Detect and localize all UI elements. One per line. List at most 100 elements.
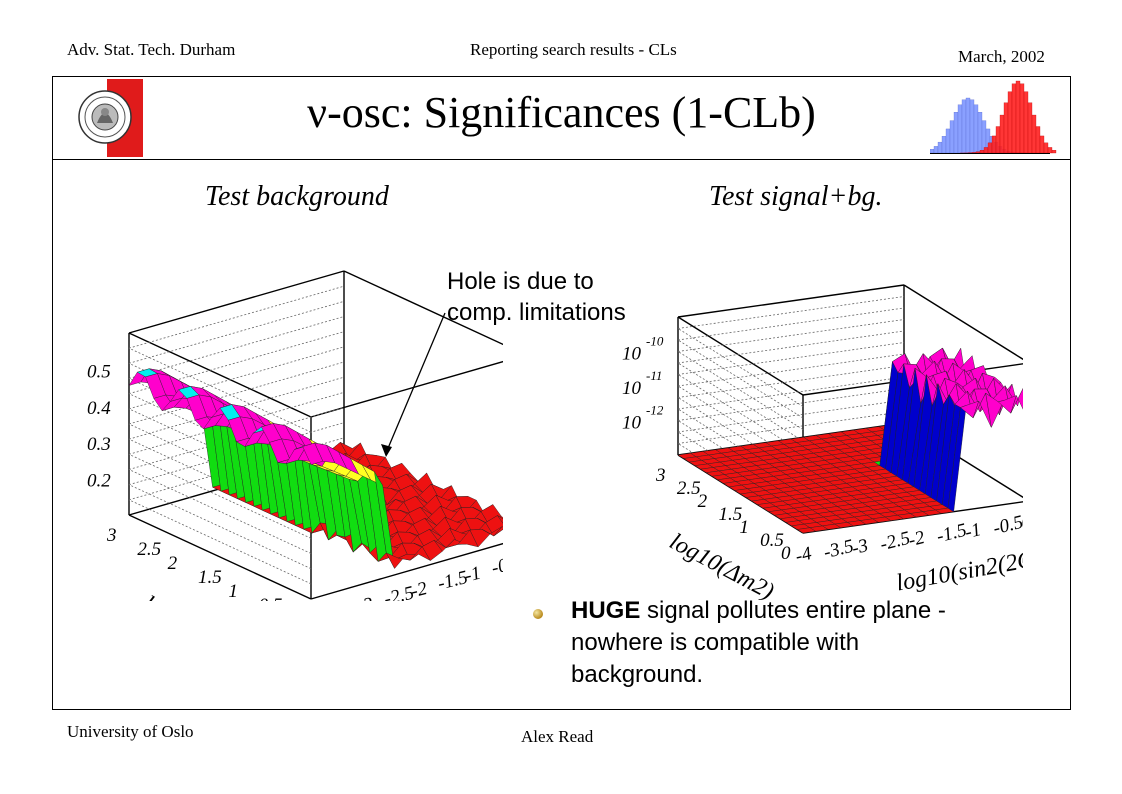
bullet-point: HUGE signal pollutes entire plane -nowhe… (533, 595, 953, 691)
grid-line (677, 362, 804, 442)
histogram-bar (977, 112, 983, 154)
z-tick-exponent: -11 (646, 368, 662, 383)
histogram-bar (1023, 91, 1029, 154)
y-tick-label: 1 (228, 581, 238, 601)
x-tick-label: -4 (793, 543, 814, 567)
header-left: Adv. Stat. Tech. Durham (67, 40, 236, 59)
z-tick-label: 0.2 (87, 471, 111, 492)
histogram-bar (1007, 91, 1013, 154)
histogram-bar (930, 149, 935, 154)
z-tick-label: 0.3 (87, 434, 111, 455)
histogram-bar (945, 128, 951, 154)
bullet-text: HUGE signal pollutes entire plane -nowhe… (571, 595, 953, 691)
title-bar: ν-osc: Significances (1-CLb) (53, 77, 1070, 160)
surface-patch (1010, 388, 1023, 414)
grid-line (128, 437, 345, 501)
y-tick-label: 1 (739, 517, 749, 538)
z-tick-label: 10 (622, 344, 642, 365)
histogram-bar (979, 150, 985, 154)
x-tick-label: -0.5 (991, 512, 1023, 540)
grid-line (128, 484, 312, 570)
histogram-bar (1011, 83, 1017, 154)
z-tick-label: 0.4 (87, 398, 111, 419)
x-tick-label: -2 (409, 578, 430, 601)
callout-line: comp. limitations (447, 299, 626, 326)
z-tick-exponent: -10 (646, 334, 664, 349)
x-tick-label: -0.5 (489, 551, 503, 579)
y-tick-label: 3 (655, 465, 666, 486)
histogram-bar (971, 152, 977, 154)
z-tick-label: 10 (622, 413, 642, 434)
x-tick-label: -1 (963, 519, 983, 543)
histogram-bar (1015, 80, 1021, 154)
histogram-bar (1003, 102, 1009, 154)
histogram-bar (1031, 114, 1037, 154)
grid-line (677, 388, 905, 421)
y-tick-label: 2 (168, 553, 178, 574)
plot-title: Test background (205, 181, 390, 212)
y-tick-label: 1.5 (719, 504, 743, 525)
axis-box-edge (128, 270, 345, 334)
slide-frame: ν-osc: Significances (1-CLb) Test backgr… (52, 76, 1071, 710)
y-tick-label: 3 (106, 525, 117, 546)
bullet-rest: signal pollutes entire plane -nowhere is… (571, 597, 946, 688)
histogram-bar (973, 104, 979, 154)
x-tick-label: -2.5 (382, 582, 416, 601)
histogram-bar (999, 114, 1005, 154)
histogram-bar (1043, 142, 1049, 154)
histogram-bar (1051, 150, 1057, 154)
y-tick-label: 0 (781, 543, 791, 564)
z-tick-label: 10 (622, 378, 642, 399)
z-tick-exponent: -12 (646, 403, 664, 418)
z-tick-label: 0.5 (87, 361, 111, 382)
grid-line (128, 316, 345, 379)
histogram-bar (941, 136, 947, 154)
callout-line: Hole is due to (447, 268, 594, 295)
header-center: Reporting search results - CLs (470, 40, 677, 59)
y-tick-label: 0.5 (760, 530, 784, 551)
histogram-bar (965, 97, 971, 154)
histogram-bar (991, 135, 997, 154)
y-tick-label: 1.5 (198, 567, 222, 588)
background-surface-plot: Test background -4-3.5-3-2.5-2-1.5-1-0.5… (87, 181, 503, 601)
signal-surface-plot: Test signal+bg. -4 -3.5-3 -2.5-2 -1.5-1 -0.5… (622, 181, 1023, 601)
grid-line (677, 374, 804, 453)
grid-line (677, 342, 905, 375)
grid-line (128, 376, 345, 440)
x-tick-label: -1 (463, 563, 483, 587)
histogram-bar (937, 141, 943, 154)
grid-line (128, 407, 345, 470)
histogram-bar (987, 142, 993, 154)
bullet-icon (533, 609, 543, 619)
grid-line (128, 453, 312, 539)
histogram-bar (1019, 83, 1025, 154)
grid-line (677, 328, 804, 407)
grid-line (677, 365, 905, 398)
header-right: March, 2002 (958, 47, 1045, 66)
y-tick-label: 0.5 (259, 595, 283, 601)
grid-line (677, 339, 804, 419)
grid-line (128, 300, 345, 364)
grid-line (677, 353, 905, 387)
hole-callout: Hole is due to comp. limitations (447, 266, 626, 328)
grid-line (677, 376, 905, 410)
x-axis-label: log10(sin2(2Θ)) (894, 544, 1023, 597)
axis-box-edge (128, 514, 312, 600)
histogram-bar (1039, 135, 1045, 154)
grid-line (128, 347, 312, 433)
grid-line (128, 422, 345, 486)
histogram-bar (953, 112, 959, 154)
axis-box-edge (343, 270, 503, 346)
histogram-bar (975, 151, 981, 154)
histogram-bar (1047, 147, 1053, 154)
grid-line (128, 499, 312, 585)
axis-box-edge (310, 360, 503, 418)
plot-area: Test background -4-3.5-3-2.5-2-1.5-1-0.5… (53, 161, 1070, 709)
university-seal-logo (78, 79, 143, 157)
x-tick-label: -3 (850, 535, 870, 559)
surface-patch (497, 515, 503, 524)
grid-line (128, 469, 312, 554)
plot-title: Test signal+bg. (709, 181, 882, 212)
histogram-bar (1035, 126, 1041, 154)
grid-line (128, 361, 345, 425)
